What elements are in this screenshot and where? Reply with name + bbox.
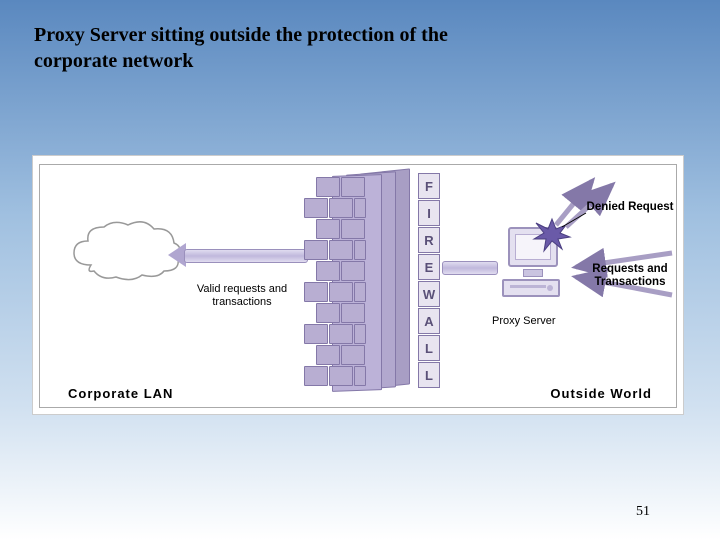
- diagram-inner: Valid requests and transactions: [39, 164, 677, 408]
- fw-letter: W: [418, 281, 440, 307]
- fw-letter: A: [418, 308, 440, 334]
- firewall-letter-column: F I R E W A L L: [418, 173, 440, 388]
- fw-letter: L: [418, 362, 440, 388]
- fw-letter: I: [418, 200, 440, 226]
- fw-letter: L: [418, 335, 440, 361]
- label-denied-request: Denied Request: [580, 201, 680, 214]
- fw-letter: R: [418, 227, 440, 253]
- slide-title: Proxy Server sitting outside the protect…: [34, 22, 474, 74]
- arrow-firewall-to-cloud: [184, 249, 308, 263]
- denied-leader-line: [560, 211, 590, 231]
- diagram-panel: Valid requests and transactions: [32, 155, 684, 415]
- arrow-proxy-to-firewall: [442, 261, 498, 275]
- label-proxy-server: Proxy Server: [492, 315, 562, 328]
- label-valid-requests: Valid requests and transactions: [192, 283, 292, 308]
- fw-letter: E: [418, 254, 440, 280]
- firewall-wall: [306, 171, 416, 391]
- label-corporate-lan: Corporate LAN: [68, 387, 173, 402]
- label-requests-tx: Requests and Transactions: [582, 263, 678, 289]
- page-number: 51: [636, 504, 650, 520]
- fw-letter: F: [418, 173, 440, 199]
- label-outside-world: Outside World: [550, 387, 652, 402]
